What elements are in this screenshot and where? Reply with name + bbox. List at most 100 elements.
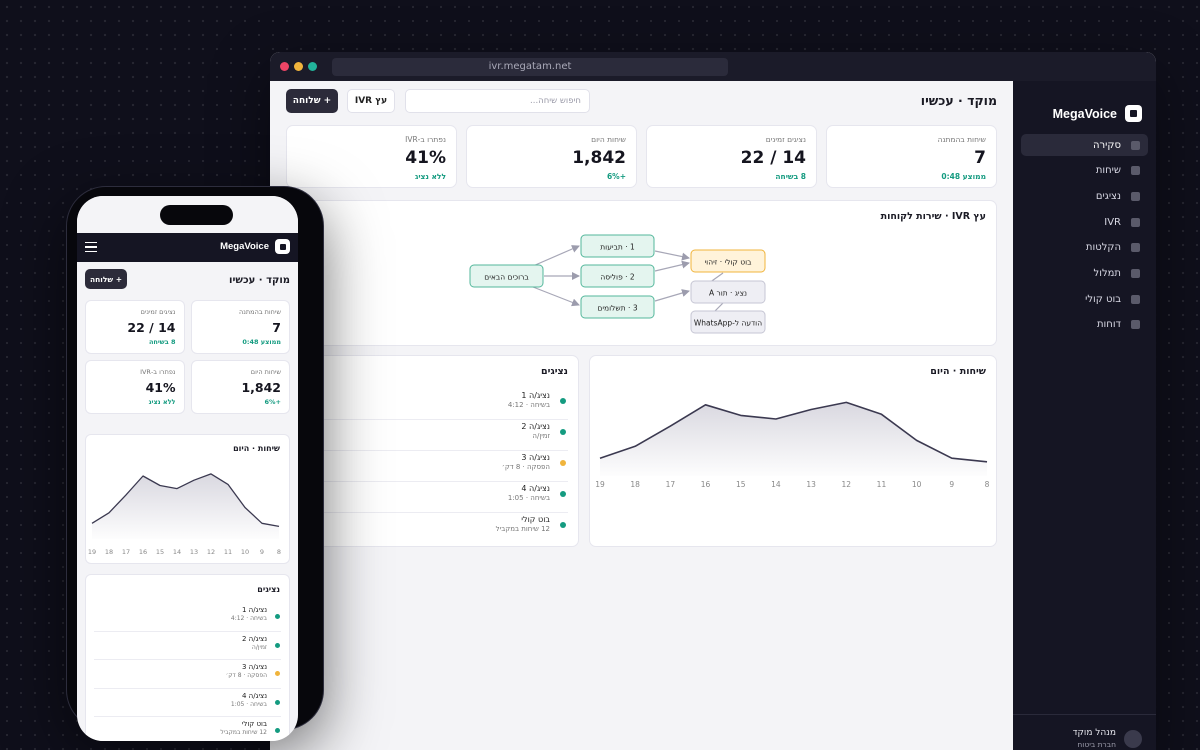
kpi-label: שיחות היום bbox=[591, 135, 626, 144]
x-tick-label: 15 bbox=[156, 548, 164, 556]
menu-icon[interactable] bbox=[85, 242, 97, 255]
kpi-card-calls-today[interactable]: שיחות היום 1,842 +6% bbox=[466, 125, 637, 188]
sidebar-item-overview[interactable]: סקירה bbox=[1021, 134, 1148, 156]
kpi-label: שיחות בהמתנה bbox=[239, 308, 281, 316]
flow-edge bbox=[654, 289, 690, 302]
calls-chart-card: שיחות · היום 8 9 10 11 12 13 14 15 16 17 18 19 bbox=[589, 355, 997, 547]
flow-node-welcome[interactable]: ברוכים הבאים bbox=[469, 264, 544, 288]
flow-node-label: ברוכים הבאים bbox=[484, 273, 529, 282]
flow-node-payments[interactable]: 3 · תשלומים bbox=[580, 295, 655, 319]
search-input[interactable] bbox=[405, 89, 590, 113]
status-dot bbox=[560, 460, 566, 466]
agent-row[interactable]: בוט קולי 12 שיחות במקביל bbox=[316, 513, 568, 544]
brand-name: MegaVoice bbox=[1052, 106, 1117, 121]
kpi-label: נציגים זמינים bbox=[765, 135, 806, 144]
status-dot bbox=[275, 728, 280, 733]
kpi-card-available-agents[interactable]: נציגים זמינים 14 / 22 8 בשיחה bbox=[85, 300, 185, 354]
agent-status: 12 שיחות במקביל bbox=[220, 729, 267, 736]
kpi-label: שיחות היום bbox=[250, 368, 281, 376]
user-profile[interactable]: מנהל מוקד חברת ביטוח bbox=[1013, 714, 1156, 750]
sidebar-item-calls[interactable]: שיחות bbox=[1021, 160, 1148, 182]
status-dot bbox=[560, 522, 566, 528]
x-tick-label: 9 bbox=[949, 480, 954, 489]
sidebar-item-label: תמלול bbox=[1093, 267, 1121, 279]
sidebar-item-voicebot[interactable]: בוט קולי bbox=[1021, 288, 1148, 310]
flow-node-label: 3 · תשלומים bbox=[597, 304, 637, 313]
agent-row[interactable]: נציג/ה 4 בשיחה · 1:05 bbox=[316, 482, 568, 513]
maximize-window-button[interactable] bbox=[308, 62, 317, 71]
x-tick-label: 10 bbox=[241, 548, 249, 556]
agent-row[interactable]: נציג/ה 3 הפסקה · 8 דק׳ bbox=[316, 451, 568, 482]
browser-window: ivr.megatam.net MegaVoice סקירה שיחות נצ… bbox=[270, 52, 1156, 750]
chart-series-line bbox=[91, 473, 280, 528]
kpi-sub: ללא נציג bbox=[148, 398, 176, 406]
address-bar[interactable]: ivr.megatam.net bbox=[332, 58, 728, 76]
flow-edge bbox=[532, 286, 580, 307]
overview-icon bbox=[1131, 140, 1140, 150]
x-tick-label: 8 bbox=[985, 480, 990, 489]
ivr-flow-card: ברוכים הבאים 1 · תביעות 2 · פוליסה bbox=[286, 200, 997, 346]
kpi-card-available-agents[interactable]: נציגים זמינים 14 / 22 8 בשיחה bbox=[646, 125, 817, 188]
agent-row[interactable]: נציג/ה 1 בשיחה · 4:12 bbox=[94, 603, 281, 632]
chart-series-line bbox=[599, 401, 988, 463]
calls-area-chart: 8 9 10 11 12 13 14 15 16 17 18 19 bbox=[595, 401, 990, 489]
desktop-app: MegaVoice סקירה שיחות נציגים IVR הקלטות … bbox=[270, 81, 1156, 750]
kpi-label: נפתרו ב-IVR bbox=[140, 368, 176, 376]
agent-status: זמין/ה bbox=[532, 432, 550, 440]
x-tick-label: 17 bbox=[666, 480, 676, 489]
mobile-add-extension-button[interactable]: + שלוחה bbox=[85, 269, 127, 289]
agent-row[interactable]: נציג/ה 4 בשיחה · 1:05 bbox=[94, 689, 281, 717]
minimize-window-button[interactable] bbox=[294, 62, 303, 71]
flow-node-agent-queue[interactable]: נציג · תור A bbox=[690, 280, 766, 304]
sidebar-item-ivr[interactable]: IVR bbox=[1021, 211, 1148, 233]
flow-node-whatsapp[interactable]: הודעה ל-WhatsApp bbox=[690, 310, 766, 334]
sidebar-item-reports[interactable]: דוחות bbox=[1021, 314, 1148, 336]
flow-node-label: 2 · פוליסה bbox=[600, 273, 635, 282]
kpi-value: 1,842 bbox=[241, 380, 281, 395]
x-tick-label: 17 bbox=[122, 548, 130, 556]
kpi-card-ivr-resolved[interactable]: נפתרו ב-IVR 41% ללא נציג bbox=[286, 125, 457, 188]
sidebar-item-recordings[interactable]: הקלטות bbox=[1021, 237, 1148, 259]
agent-name: נציג/ה 4 bbox=[241, 691, 267, 700]
kpi-card-calls-today[interactable]: שיחות היום 1,842 +6% bbox=[190, 360, 290, 414]
agent-row[interactable]: נציג/ה 2 זמין/ה bbox=[316, 420, 568, 451]
x-tick-label: 11 bbox=[224, 548, 232, 556]
brand-logo-icon bbox=[1125, 105, 1142, 122]
x-tick-label: 16 bbox=[701, 480, 711, 489]
kpi-card-ivr-resolved[interactable]: נפתרו ב-IVR 41% ללא נציג bbox=[85, 360, 185, 414]
x-tick-label: 19 bbox=[595, 480, 605, 489]
flow-edge bbox=[654, 260, 690, 272]
sidebar-item-label: נציגים bbox=[1095, 190, 1121, 202]
calls-icon bbox=[1131, 166, 1140, 176]
status-dot bbox=[560, 398, 566, 404]
calls-area-chart: 8 9 10 11 12 13 14 15 16 17 18 19 bbox=[88, 473, 281, 556]
flow-edge bbox=[654, 250, 690, 261]
agent-list: נציג/ה 1 בשיחה · 4:12 נציג/ה 2 זמין/ה נציג… bbox=[94, 603, 281, 741]
kpi-value: 7 bbox=[272, 320, 281, 335]
flow-node-policy[interactable]: 2 · פוליסה bbox=[580, 264, 655, 288]
agent-list: נציג/ה 1 בשיחה · 4:12 נציג/ה 2 זמין/ה נציג… bbox=[316, 389, 568, 544]
mobile-brand: MegaVoice bbox=[220, 239, 290, 254]
transcription-icon bbox=[1131, 268, 1140, 278]
sidebar-item-transcription[interactable]: תמלול bbox=[1021, 262, 1148, 284]
sidebar: MegaVoice סקירה שיחות נציגים IVR הקלטות … bbox=[1013, 81, 1156, 750]
browser-titlebar: ivr.megatam.net bbox=[270, 52, 1156, 81]
agent-row[interactable]: נציג/ה 1 בשיחה · 4:12 bbox=[316, 389, 568, 420]
flow-node-claims[interactable]: 1 · תביעות bbox=[580, 234, 655, 258]
kpi-card-waiting[interactable]: שיחות בהמתנה 7 ממוצע 0:48 bbox=[826, 125, 997, 188]
agent-row[interactable]: נציג/ה 3 הפסקה · 8 דק׳ bbox=[94, 660, 281, 689]
agent-status: זמין/ה bbox=[251, 643, 267, 651]
x-tick-label: 18 bbox=[105, 548, 113, 556]
ivr-tree-button[interactable]: עץ IVR bbox=[347, 89, 395, 113]
mobile-page-title: מוקד · עכשיו bbox=[229, 275, 290, 286]
phone-screen: MegaVoice מוקד · עכשיו + שלוחה שיחות בהמ… bbox=[77, 196, 298, 741]
close-window-button[interactable] bbox=[280, 62, 289, 71]
kpi-card-waiting[interactable]: שיחות בהמתנה 7 ממוצע 0:48 bbox=[190, 300, 290, 354]
agent-row[interactable]: בוט קולי 12 שיחות במקביל bbox=[94, 717, 281, 741]
flow-node-voicebot[interactable]: בוט קולי · זיהוי bbox=[690, 249, 766, 273]
sidebar-item-agents[interactable]: נציגים bbox=[1021, 185, 1148, 207]
calls-chart-title: שיחות · היום bbox=[930, 366, 986, 377]
agent-row[interactable]: נציג/ה 2 זמין/ה bbox=[94, 632, 281, 660]
agent-status: בשיחה · 1:05 bbox=[230, 700, 267, 708]
add-extension-button[interactable]: + שלוחה bbox=[286, 89, 338, 113]
